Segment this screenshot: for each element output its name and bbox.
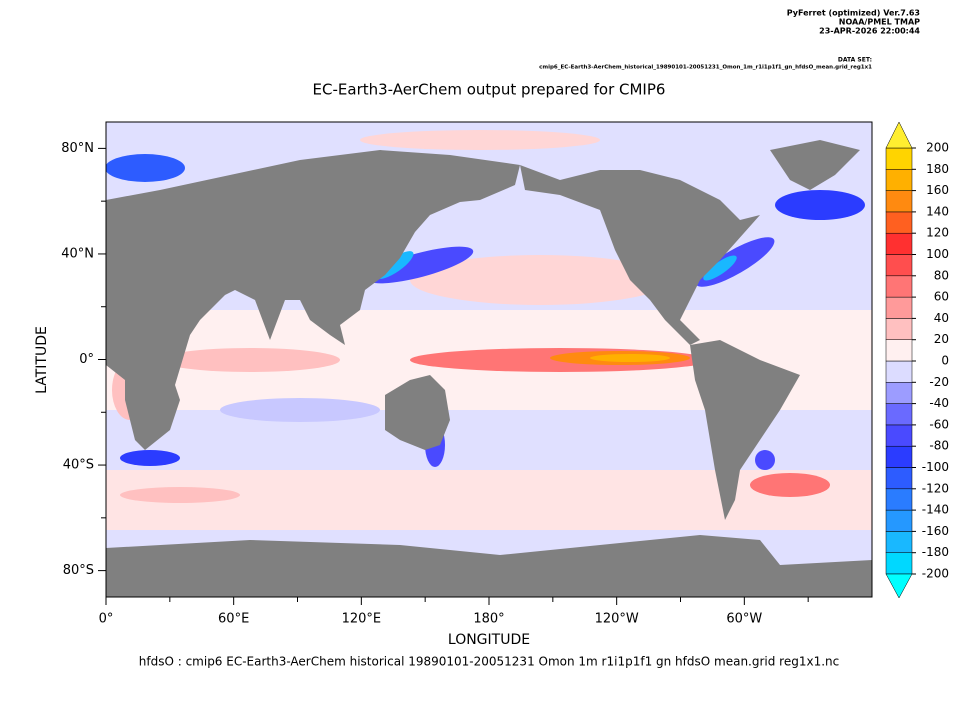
colorbar-band	[885, 296, 913, 319]
program-label: PyFerret (optimized) Ver.7.63	[787, 9, 920, 18]
colorbar-band	[885, 360, 913, 383]
colorbar-label: -120	[922, 481, 949, 495]
colorbar-label: -60	[929, 417, 949, 431]
map-field	[106, 122, 872, 597]
dataset-label: DATA SET:	[838, 57, 872, 64]
x-tick-label: 180°	[473, 612, 504, 627]
colorbar-label: 120	[926, 226, 949, 240]
colorbar-band	[885, 339, 913, 362]
australia	[385, 375, 450, 450]
colorbar-band	[885, 254, 913, 277]
y-tick-label: 80°S	[63, 563, 94, 578]
date-label: 23-APR-2026 22:00:44	[819, 27, 920, 36]
colorbar-over	[885, 121, 913, 149]
footer-label: hfdsO : cmip6 EC-Earth3-AerChem historic…	[139, 655, 839, 669]
colorbar-band	[885, 552, 913, 575]
colorbar-band	[885, 424, 913, 447]
colorbar-band	[885, 147, 913, 170]
field-patch	[703, 255, 737, 281]
colorbar-label: -40	[929, 396, 949, 410]
southern-band	[106, 470, 872, 530]
colorbar-band	[885, 169, 913, 191]
field-patch	[410, 255, 670, 305]
field-patch	[160, 348, 340, 372]
colorbar-under	[885, 573, 913, 599]
field-patch	[775, 190, 865, 220]
colorbar-label: 40	[934, 311, 949, 325]
x-tick-label: 60°W	[726, 612, 762, 627]
dataset-name: cmip6_EC-Earth3-AerChem_historical_19890…	[539, 65, 872, 71]
colorbar-band	[885, 403, 913, 426]
colorbar-label: 100	[926, 247, 949, 261]
colorbar-label: 140	[926, 204, 949, 218]
greenland	[770, 140, 860, 190]
north-america	[520, 165, 760, 345]
org-label: NOAA/PMEL TMAP	[839, 18, 920, 27]
chart-title: EC-Earth3-AerChem output prepared for CM…	[313, 81, 666, 99]
antarctica	[106, 535, 872, 597]
field-patch	[120, 450, 180, 466]
colorbar-label: -180	[922, 545, 949, 559]
y-tick-label: 40°S	[63, 458, 94, 473]
x-tick-label: 0°	[99, 612, 114, 627]
colorbar-band	[885, 509, 913, 532]
colorbar-label: -140	[922, 503, 949, 517]
colorbar-band	[885, 318, 913, 340]
colorbar-band	[885, 211, 913, 234]
colorbar-band	[885, 445, 913, 468]
colorbar-label: 60	[934, 290, 949, 304]
eurasia-africa	[106, 150, 520, 450]
y-axis-label: LATITUDE	[34, 326, 50, 394]
colorbar-label: -80	[929, 439, 949, 453]
x-axis-label: LONGITUDE	[448, 632, 530, 648]
x-tick-label: 120°E	[342, 612, 382, 627]
field-patch	[120, 487, 240, 503]
colorbar-band	[885, 382, 913, 404]
colorbar-band	[885, 488, 913, 511]
colorbar-label: 80	[934, 268, 949, 282]
colorbar-label: 180	[926, 162, 949, 176]
x-tick-label: 60°E	[218, 612, 249, 627]
land	[106, 140, 872, 597]
colorbar-label: 0	[941, 354, 949, 368]
field-patch	[750, 473, 830, 497]
y-tick-label: 0°	[79, 352, 94, 367]
y-tick-label: 40°N	[61, 246, 94, 261]
field-patch	[360, 130, 600, 150]
south-america	[690, 340, 800, 520]
colorbar-label: -160	[922, 524, 949, 538]
field-patch	[106, 154, 185, 182]
colorbar-label: 20	[934, 332, 949, 346]
colorbar-label: 160	[926, 183, 949, 197]
colorbar-band	[885, 232, 913, 255]
colorbar-band	[885, 531, 913, 553]
x-tick-label: 120°W	[595, 612, 639, 627]
colorbar-band	[885, 190, 913, 213]
colorbar-label: -200	[922, 567, 949, 581]
field-patch	[220, 398, 380, 422]
colorbar-label: -100	[922, 460, 949, 474]
colorbar-label: -20	[929, 375, 949, 389]
colorbar-band	[885, 275, 913, 298]
colorbar-label: 200	[926, 141, 949, 155]
field-patch	[755, 450, 775, 470]
field-patch	[590, 354, 670, 362]
y-tick-label: 80°N	[61, 141, 94, 156]
colorbar-band	[885, 467, 913, 490]
